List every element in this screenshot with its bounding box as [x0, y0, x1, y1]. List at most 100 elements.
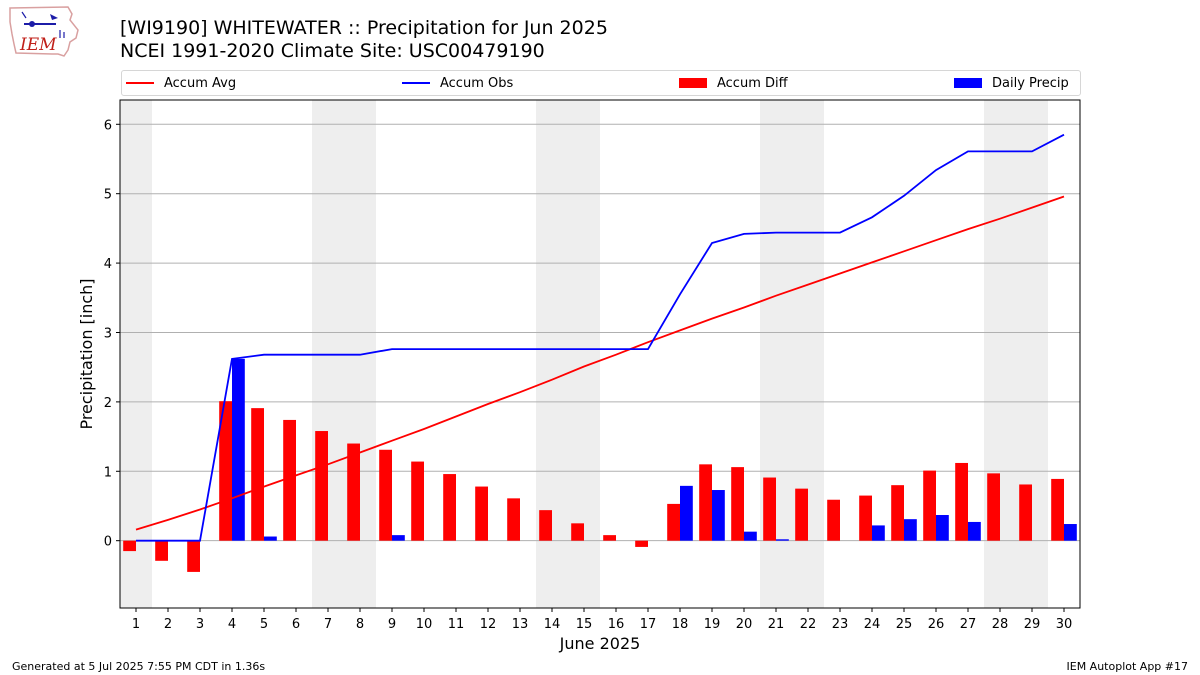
accum-diff-bar-day-12: [475, 486, 488, 541]
accum-diff-bar-day-20: [731, 467, 744, 541]
accum-diff-bar-day-11: [443, 474, 456, 541]
daily-precip-bar-day-18: [680, 485, 693, 541]
accum-diff-bar-day-23: [827, 499, 840, 541]
legend-item-daily-precip: Daily Precip: [954, 71, 1069, 95]
accum-diff-bar-day-19: [699, 464, 712, 541]
legend-swatch-accum-obs: [402, 82, 430, 84]
accum-diff-bar-day-10: [411, 461, 424, 541]
accum-diff-bar-day-13: [507, 498, 520, 541]
accum-diff-bar-day-4: [219, 401, 232, 541]
x-tick-label-7: 7: [324, 617, 332, 632]
legend-swatch-accum-avg: [126, 82, 154, 84]
chart-subtitle: NCEI 1991-2020 Climate Site: USC00479190: [120, 40, 545, 62]
y-tick-label-0: 0: [104, 535, 112, 550]
iem-logo: IEM: [6, 4, 82, 60]
daily-precip-bar-day-20: [744, 531, 757, 541]
grid-lines: [120, 123, 1080, 542]
x-tick-label-6: 6: [292, 617, 300, 632]
daily-precip-bar-day-30: [1064, 524, 1077, 541]
x-tick-label-21: 21: [768, 617, 785, 632]
y-tick-label-3: 3: [104, 326, 112, 341]
accum-diff-bar-day-21: [763, 477, 776, 541]
x-tick-label-22: 22: [800, 617, 817, 632]
x-tick-label-30: 30: [1056, 617, 1073, 632]
legend-swatch-accum-diff: [679, 78, 707, 88]
x-tick-label-29: 29: [1024, 617, 1041, 632]
x-axis-label: June 2025: [559, 634, 641, 653]
x-tick-label-25: 25: [896, 617, 913, 632]
accum-diff-bar-day-3: [187, 540, 200, 572]
accum-diff-bar-day-8: [347, 443, 360, 541]
daily-precip-bar-day-24: [872, 525, 885, 541]
daily-precip-bar-day-27: [968, 521, 981, 541]
y-tick-label-2: 2: [104, 396, 112, 411]
accum-diff-bar-day-24: [859, 495, 872, 541]
y-tick-label-5: 5: [104, 188, 112, 203]
x-tick-label-15: 15: [576, 617, 593, 632]
accum-diff-bar-day-17: [635, 540, 648, 547]
x-tick-label-23: 23: [832, 617, 849, 632]
logo-text: IEM: [19, 35, 57, 55]
y-axis-label: Precipitation [inch]: [77, 278, 96, 429]
x-tick-label-4: 4: [228, 617, 236, 632]
accum-obs-line: [136, 133, 1065, 542]
x-tick-label-20: 20: [736, 617, 753, 632]
accum-diff-bar-day-7: [315, 431, 328, 541]
footer-app: IEM Autoplot App #17: [1066, 660, 1189, 673]
daily-precip-bar-day-19: [712, 490, 725, 541]
daily-precip-bar-day-5: [264, 536, 277, 541]
legend-swatch-daily-precip: [954, 78, 982, 88]
legend: Accum Avg Accum Obs Accum Diff Daily Pre…: [121, 70, 1081, 96]
legend-item-accum-diff: Accum Diff: [679, 71, 788, 95]
plot-frame: [119, 99, 1081, 609]
x-tick-label-24: 24: [864, 617, 881, 632]
daily-precip-bar-day-21: [776, 539, 789, 541]
accum-diff-bar-day-5: [251, 408, 264, 541]
y-tick-label-6: 6: [104, 118, 112, 133]
x-tick-label-27: 27: [960, 617, 977, 632]
x-tick-label-2: 2: [164, 617, 172, 632]
x-tick-label-13: 13: [512, 617, 529, 632]
x-tick-label-18: 18: [672, 617, 689, 632]
y-tick-label-1: 1: [104, 465, 112, 480]
y-axis: 0 1 2 3 4 5 6: [104, 118, 120, 550]
x-tick-label-14: 14: [544, 617, 561, 632]
x-tick-label-16: 16: [608, 617, 625, 632]
x-tick-label-12: 12: [480, 617, 497, 632]
accum-diff-bar-day-30: [1051, 478, 1064, 541]
accum-diff-bar-day-15: [571, 523, 584, 541]
daily-precip-bar-day-9: [392, 535, 405, 541]
x-tick-label-10: 10: [416, 617, 433, 632]
line-series: [135, 133, 1065, 542]
accum-diff-bar-day-22: [795, 488, 808, 541]
accum-diff-bar-day-27: [955, 462, 968, 541]
legend-item-accum-obs: Accum Obs: [402, 71, 513, 95]
footer-generated: Generated at 5 Jul 2025 7:55 PM CDT in 1…: [12, 660, 266, 673]
x-tick-label-1: 1: [132, 617, 140, 632]
accum-diff-bar-day-26: [923, 470, 936, 541]
accum-diff-bar-day-2: [155, 540, 168, 561]
y-tick-label-4: 4: [104, 257, 112, 272]
accum-diff-bar-day-1: [123, 540, 136, 552]
legend-label-daily-precip: Daily Precip: [992, 75, 1069, 91]
x-tick-label-17: 17: [640, 617, 657, 632]
x-tick-label-5: 5: [260, 617, 268, 632]
x-tick-label-11: 11: [448, 617, 465, 632]
x-tick-label-3: 3: [196, 617, 204, 632]
accum-diff-bar-day-18: [667, 503, 680, 541]
x-axis: 1 2 3 4 5 6 7 8 9 10 11 12 13 14 15 16 17 18 19 20 21 22 23 24 2…: [132, 608, 1072, 632]
x-tick-label-8: 8: [356, 617, 364, 632]
legend-label-accum-obs: Accum Obs: [440, 75, 514, 91]
x-tick-label-26: 26: [928, 617, 945, 632]
daily-precip-bar-day-25: [904, 519, 917, 541]
x-tick-label-28: 28: [992, 617, 1009, 632]
legend-label-accum-diff: Accum Diff: [717, 75, 788, 91]
daily-precip-bar-day-26: [936, 515, 949, 541]
legend-label-accum-avg: Accum Avg: [164, 75, 237, 91]
accum-diff-bar-day-9: [379, 449, 392, 541]
daily-precip-bar-day-4: [232, 358, 245, 541]
accum-diff-bar-day-6: [283, 419, 296, 541]
legend-item-accum-avg: Accum Avg: [126, 71, 236, 95]
accum-diff-bar-day-16: [603, 535, 616, 541]
